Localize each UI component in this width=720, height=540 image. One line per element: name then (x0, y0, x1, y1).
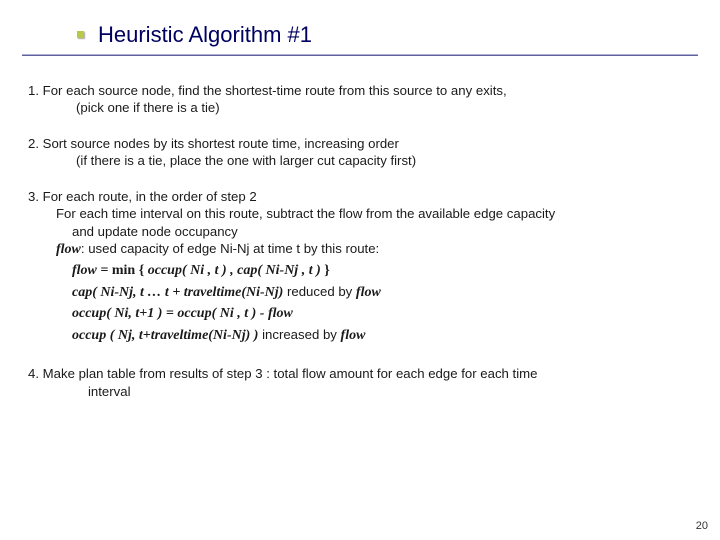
eq-occup-nj: occup ( Nj, t+traveltime(Ni-Nj) ) increa… (28, 326, 692, 345)
eq-cap: cap( Ni-Nj, t … t + traveltime(Ni-Nj) re… (28, 283, 692, 302)
eq3: occup( Ni, t+1 ) = occup( Ni , t ) - flo… (72, 306, 293, 321)
step-4-line-2: interval (28, 383, 692, 400)
step-1: 1. For each source node, find the shorte… (28, 82, 692, 117)
flow-label: flow (56, 242, 81, 257)
slide-title: Heuristic Algorithm #1 (98, 22, 720, 48)
step-2-line-1: 2. Sort source nodes by its shortest rou… (28, 135, 692, 152)
eq4-b: increased by (258, 327, 340, 342)
step-2-line-2: (if there is a tie, place the one with l… (28, 152, 692, 169)
step-3-line-1: 3. For each route, in the order of step … (28, 188, 692, 205)
step-3: 3. For each route, in the order of step … (28, 188, 692, 346)
eq1-d: } (324, 263, 330, 278)
step-4-line-1: 4. Make plan table from results of step … (28, 365, 692, 382)
eq2-a: cap( Ni-Nj, t … t + traveltime(Ni-Nj) (72, 285, 283, 300)
step-1-line-2: (pick one if there is a tie) (28, 99, 692, 116)
step-3-line-2: For each time interval on this route, su… (28, 205, 692, 222)
title-bullet-accent (77, 31, 84, 38)
eq4-a: occup ( Nj, t+traveltime(Ni-Nj) ) (72, 328, 258, 343)
step-3-flow-desc: flow: used capacity of edge Ni-Nj at tim… (28, 240, 692, 259)
step-1-line-1: 1. For each source node, find the shorte… (28, 82, 692, 99)
eq1-a: flow = (72, 263, 112, 278)
slide-body: 1. For each source node, find the shorte… (0, 56, 720, 400)
page-number: 20 (696, 520, 708, 532)
eq2-b: reduced by (283, 284, 356, 299)
eq1-b: min { (112, 263, 148, 278)
eq4-c: flow (341, 328, 366, 343)
step-3-line-3: and update node occupancy (28, 223, 692, 240)
title-container: Heuristic Algorithm #1 (0, 0, 720, 48)
step-2: 2. Sort source nodes by its shortest rou… (28, 135, 692, 170)
flow-desc-text: : used capacity of edge Ni-Nj at time t … (81, 241, 379, 256)
eq-flow: flow = min { occup( Ni , t ) , cap( Ni-N… (28, 261, 692, 280)
step-4: 4. Make plan table from results of step … (28, 365, 692, 400)
eq2-c: flow (356, 285, 381, 300)
eq-occup-ni: occup( Ni, t+1 ) = occup( Ni , t ) - flo… (28, 304, 692, 323)
eq1-c: occup( Ni , t ) , cap( Ni-Nj , t ) (148, 263, 325, 278)
